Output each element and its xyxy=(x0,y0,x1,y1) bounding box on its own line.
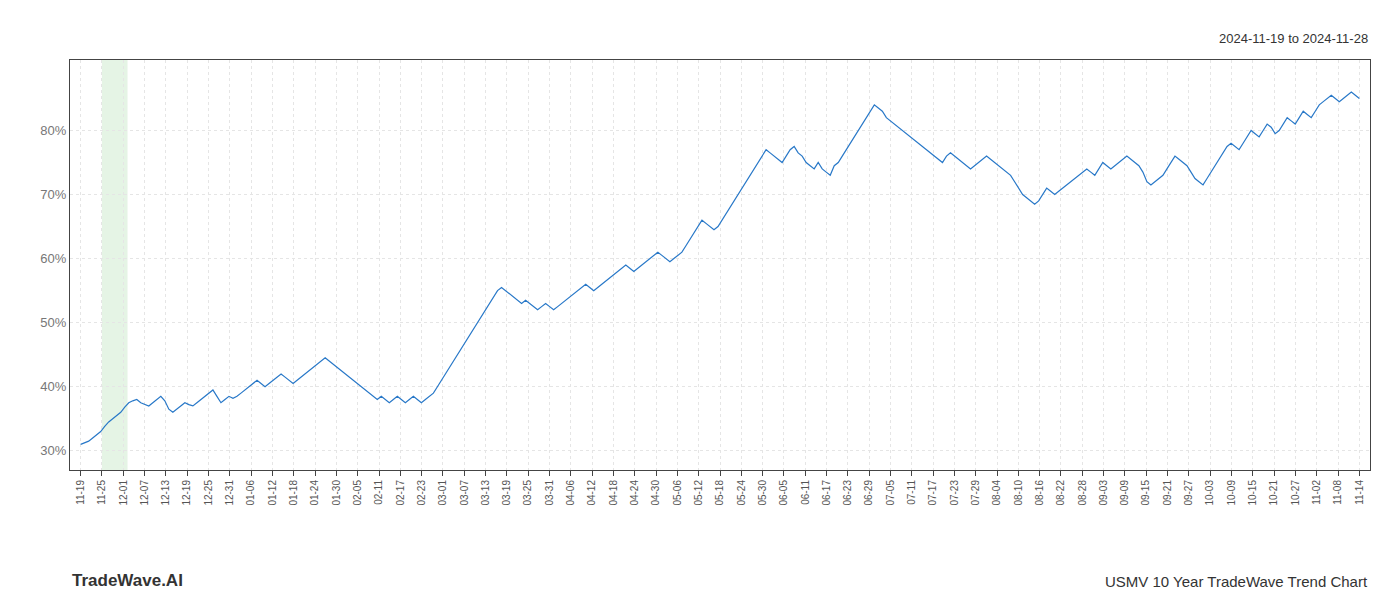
svg-text:09-03: 09-03 xyxy=(1098,480,1109,506)
svg-text:11-25: 11-25 xyxy=(96,480,107,505)
svg-text:11-19: 11-19 xyxy=(75,480,86,505)
svg-text:12-01: 12-01 xyxy=(118,480,129,506)
svg-text:07-23: 07-23 xyxy=(949,480,960,506)
svg-text:06-17: 06-17 xyxy=(821,480,832,506)
svg-text:12-25: 12-25 xyxy=(203,480,214,506)
svg-text:60%: 60% xyxy=(40,251,66,266)
svg-text:05-24: 05-24 xyxy=(736,480,747,506)
svg-text:05-18: 05-18 xyxy=(714,480,725,506)
svg-text:12-19: 12-19 xyxy=(181,480,192,506)
svg-text:02-05: 02-05 xyxy=(352,480,363,506)
svg-text:10-27: 10-27 xyxy=(1290,480,1301,506)
svg-text:USMV 10 Year TradeWave Trend C: USMV 10 Year TradeWave Trend Chart xyxy=(1105,573,1368,590)
svg-text:12-13: 12-13 xyxy=(160,480,171,506)
svg-text:03-01: 03-01 xyxy=(437,480,448,506)
svg-text:10-09: 10-09 xyxy=(1226,480,1237,506)
svg-text:06-05: 06-05 xyxy=(778,480,789,506)
svg-text:08-10: 08-10 xyxy=(1013,480,1024,506)
svg-text:08-04: 08-04 xyxy=(991,480,1002,506)
svg-text:40%: 40% xyxy=(40,379,66,394)
svg-text:05-30: 05-30 xyxy=(757,480,768,506)
svg-text:05-12: 05-12 xyxy=(693,480,704,506)
svg-text:01-18: 01-18 xyxy=(288,480,299,506)
svg-text:12-07: 12-07 xyxy=(139,480,150,506)
svg-text:04-12: 04-12 xyxy=(586,480,597,506)
svg-text:06-11: 06-11 xyxy=(800,480,811,505)
svg-text:01-30: 01-30 xyxy=(331,480,342,506)
svg-text:04-18: 04-18 xyxy=(608,480,619,506)
svg-text:04-24: 04-24 xyxy=(629,480,640,506)
svg-text:01-24: 01-24 xyxy=(309,480,320,506)
svg-text:06-23: 06-23 xyxy=(842,480,853,506)
svg-text:03-13: 03-13 xyxy=(480,480,491,506)
svg-text:08-22: 08-22 xyxy=(1055,480,1066,506)
svg-text:02-23: 02-23 xyxy=(416,480,427,506)
svg-text:02-11: 02-11 xyxy=(373,480,384,505)
svg-text:11-08: 11-08 xyxy=(1332,480,1343,505)
svg-text:10-21: 10-21 xyxy=(1268,480,1279,506)
svg-text:08-16: 08-16 xyxy=(1034,480,1045,506)
svg-text:03-07: 03-07 xyxy=(459,480,470,506)
svg-text:03-19: 03-19 xyxy=(501,480,512,506)
svg-text:09-09: 09-09 xyxy=(1119,480,1130,506)
svg-text:09-15: 09-15 xyxy=(1140,480,1151,506)
svg-text:2024-11-19 to 2024-11-28: 2024-11-19 to 2024-11-28 xyxy=(1219,31,1368,46)
svg-text:10-03: 10-03 xyxy=(1204,480,1215,506)
svg-text:01-12: 01-12 xyxy=(267,480,278,506)
svg-text:08-28: 08-28 xyxy=(1077,480,1088,506)
svg-text:07-29: 07-29 xyxy=(970,480,981,506)
svg-text:05-06: 05-06 xyxy=(672,480,683,506)
svg-text:07-17: 07-17 xyxy=(927,480,938,506)
svg-text:03-25: 03-25 xyxy=(522,480,533,506)
svg-text:04-06: 04-06 xyxy=(565,480,576,506)
svg-text:04-30: 04-30 xyxy=(650,480,661,506)
svg-text:09-21: 09-21 xyxy=(1162,480,1173,506)
svg-text:50%: 50% xyxy=(40,315,66,330)
svg-text:70%: 70% xyxy=(40,187,66,202)
svg-text:12-31: 12-31 xyxy=(224,480,235,506)
svg-text:TradeWave.AI: TradeWave.AI xyxy=(72,571,183,590)
svg-text:01-06: 01-06 xyxy=(245,480,256,506)
svg-text:11-14: 11-14 xyxy=(1354,480,1365,505)
svg-text:80%: 80% xyxy=(40,123,66,138)
svg-text:09-27: 09-27 xyxy=(1183,480,1194,506)
svg-text:11-02: 11-02 xyxy=(1311,480,1322,505)
svg-text:02-17: 02-17 xyxy=(395,480,406,506)
svg-text:30%: 30% xyxy=(40,443,66,458)
svg-text:03-31: 03-31 xyxy=(544,480,555,506)
svg-text:07-11: 07-11 xyxy=(906,480,917,505)
svg-text:10-15: 10-15 xyxy=(1247,480,1258,506)
svg-text:06-29: 06-29 xyxy=(863,480,874,506)
svg-text:07-05: 07-05 xyxy=(885,480,896,506)
